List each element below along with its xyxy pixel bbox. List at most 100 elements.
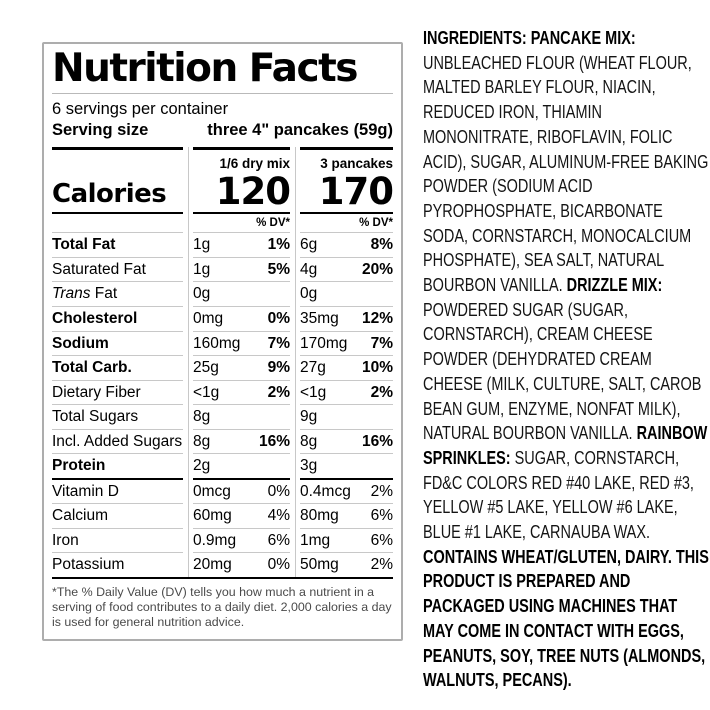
label-title: Nutrition Facts	[52, 47, 393, 95]
nutrient-daily-value: 1%	[267, 236, 290, 254]
nutrient-value-cell: 8g	[193, 405, 290, 430]
column-divider	[295, 147, 296, 578]
serving-size-row: Serving size three 4" pancakes (59g)	[52, 120, 393, 141]
nutrient-row: Total Fat 1g 1% 6g 8%	[52, 233, 393, 258]
nutrient-table: 1/6 dry mix 3 pancakes Calories 120 170 …	[52, 147, 394, 580]
nutrient-daily-value: 2%	[267, 383, 290, 401]
nutrient-amount: 1g	[193, 260, 211, 278]
nutrient-name: Potassium	[52, 556, 125, 574]
nutrient-daily-value: 16%	[258, 432, 290, 450]
nutrient-rows: Total Fat 1g 1% 6g 8% Saturated Fat 1g 5% 4g 20% T…	[52, 233, 393, 480]
nutrient-amount: 4g	[300, 260, 318, 278]
nutrient-amount: 0.4mcg	[300, 482, 351, 500]
nutrient-amount: 170mg	[300, 334, 348, 352]
nutrient-amount: 60mg	[193, 507, 232, 525]
nutrient-value-cell: 170mg 7%	[300, 332, 393, 357]
serving-size-value: three 4" pancakes (59g)	[207, 120, 393, 139]
calories-value-pancakes: 170	[300, 173, 394, 215]
nutrient-row: Iron 0.9mg 6% 1mg 6%	[52, 529, 393, 554]
nutrient-name: Dietary Fiber	[52, 381, 183, 406]
nutrient-value-cell: 0mg 0%	[193, 307, 290, 332]
nutrition-facts-label: Nutrition Facts 6 servings per container…	[42, 42, 403, 641]
nutrient-value-cell: 60mg 4%	[193, 504, 290, 529]
nutrient-value-cell: 6g 8%	[300, 233, 393, 258]
vitamin-rows: Vitamin D 0mcg 0% 0.4mcg 2% Calcium 60mg 4% 80mg…	[52, 480, 393, 577]
nutrient-amount: 0g	[193, 285, 211, 303]
nutrient-amount: 27g	[300, 359, 326, 377]
nutrient-amount: 8g	[300, 432, 318, 450]
ingredients-segment: SUGAR, CORNSTARCH, FD&C COLORS RED #40 L…	[423, 446, 694, 543]
nutrient-amount: 0mcg	[193, 482, 231, 500]
nutrient-value-cell: 2g	[193, 454, 290, 480]
column-header-row: 1/6 dry mix 3 pancakes	[52, 147, 393, 173]
nutrient-amount: 9g	[300, 408, 318, 426]
nutrient-row: Incl. Added Sugars 8g 16% 8g 16%	[52, 430, 393, 455]
column-header-spacer	[52, 147, 183, 173]
nutrient-daily-value: 0%	[267, 556, 290, 574]
nutrient-daily-value: 16%	[361, 432, 393, 450]
nutrient-amount: 160mg	[193, 334, 241, 352]
nutrient-value-cell: 0.4mcg 2%	[300, 480, 393, 505]
column-header-pancakes: 3 pancakes	[300, 147, 393, 173]
ingredients-segment: POWDERED SUGAR (SUGAR, CORNSTARCH), CREA…	[423, 298, 702, 444]
nutrient-daily-value: 9%	[267, 359, 290, 377]
ingredients-segment: RAINBOW SPRINKLES:	[423, 422, 708, 468]
nutrient-daily-value: 6%	[370, 507, 393, 525]
dv-header-row: % DV* % DV*	[52, 214, 393, 234]
nutrient-amount: 35mg	[300, 310, 339, 327]
nutrient-amount: 0g	[300, 285, 318, 303]
ingredients-segment: DRIZZLE MIX:	[566, 274, 663, 296]
nutrient-daily-value: 2%	[370, 482, 393, 500]
nutrient-value-cell: 27g 10%	[300, 356, 393, 381]
nutrient-amount: 1g	[193, 236, 211, 254]
nutrient-name: Vitamin D	[52, 480, 183, 505]
nutrient-value-cell: 0mcg 0%	[193, 480, 290, 505]
nutrient-amount: 80mg	[300, 507, 339, 525]
nutrient-name: Sodium	[52, 332, 183, 357]
nutrient-row: Total Carb. 25g 9% 27g 10%	[52, 356, 393, 381]
nutrient-value-cell: 0g	[300, 282, 393, 307]
nutrient-value-cell: 1mg 6%	[300, 529, 393, 554]
nutrient-name: Saturated Fat	[52, 258, 183, 283]
nutrient-value-cell: 50mg 2%	[300, 553, 393, 577]
nutrient-amount: 8g	[193, 408, 211, 426]
nutrient-amount: 1mg	[300, 531, 331, 549]
nutrient-row: Sodium 160mg 7% 170mg 7%	[52, 332, 393, 357]
nutrient-name: Total Carb.	[52, 356, 183, 381]
nutrient-value-cell: 20mg 0%	[193, 553, 290, 577]
nutrient-amount: 2g	[193, 457, 211, 475]
nutrient-row: Saturated Fat 1g 5% 4g 20%	[52, 258, 393, 283]
nutrient-daily-value: 0%	[267, 482, 290, 500]
nutrient-daily-value: 10%	[361, 359, 393, 377]
nutrient-value-cell: 8g 16%	[300, 430, 393, 455]
footnote: *The % Daily Value (DV) tells you how mu…	[52, 585, 392, 630]
nutrient-value-cell: 0.9mg 6%	[193, 529, 290, 554]
column-divider	[188, 147, 189, 578]
nutrient-value-cell: 1g 5%	[193, 258, 290, 283]
ingredients-panel: INGREDIENTS: PANCAKE MIX: UNBLEACHED FLO…	[423, 26, 709, 693]
nutrient-daily-value: 5%	[267, 260, 290, 278]
nutrient-value-cell: 3g	[300, 454, 393, 480]
nutrient-amount: 6g	[300, 236, 318, 254]
servings-per-container: 6 servings per container	[52, 100, 229, 119]
nutrient-daily-value: 7%	[370, 334, 393, 352]
nutrient-daily-value: 8%	[370, 236, 393, 254]
nutrient-name: Trans Fat	[52, 282, 183, 307]
nutrient-daily-value: 12%	[361, 310, 393, 327]
calories-label: Calories	[52, 179, 183, 215]
ingredients-text: INGREDIENTS: PANCAKE MIX: UNBLEACHED FLO…	[423, 26, 709, 693]
nutrient-row: Calcium 60mg 4% 80mg 6%	[52, 504, 393, 529]
nutrient-amount: 0.9mg	[193, 531, 237, 549]
nutrient-name: Iron	[52, 529, 183, 554]
nutrient-value-cell: 4g 20%	[300, 258, 393, 283]
nutrient-daily-value: 20%	[361, 260, 393, 278]
serving-size-label: Serving size	[52, 120, 149, 139]
nutrient-row: Dietary Fiber <1g 2% <1g 2%	[52, 381, 393, 406]
nutrient-amount: <1g	[193, 383, 220, 401]
nutrient-row: Potassium 20mg 0% 50mg 2%	[52, 553, 393, 577]
nutrient-amount: 0mg	[193, 310, 224, 327]
nutrient-amount: <1g	[300, 383, 327, 401]
nutrient-daily-value: 4%	[267, 507, 290, 525]
nutrient-name: Incl. Added Sugars	[52, 430, 183, 455]
